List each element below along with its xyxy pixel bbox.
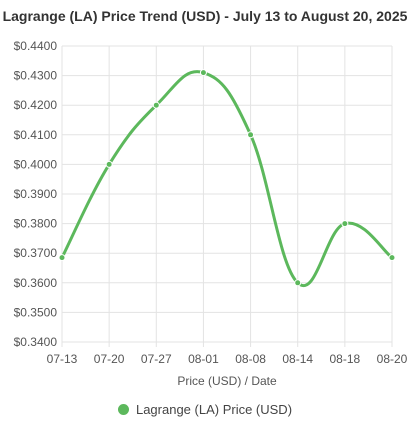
y-tick-label: $0.4200 <box>14 98 58 112</box>
y-tick-label: $0.3900 <box>14 187 58 201</box>
x-axis-label: Price (USD) / Date <box>177 374 277 388</box>
chart-title: Lagrange (LA) Price Trend (USD) - July 1… <box>2 8 408 24</box>
x-tick-label: 08-01 <box>188 352 219 366</box>
y-axis-ticks: $0.3400 $0.3500 $0.3600 $0.3700 $0.3800 $0.39… <box>14 39 58 349</box>
x-tick-label: 07-13 <box>47 352 78 366</box>
x-tick-label: 08-08 <box>235 352 266 366</box>
series-line <box>60 70 393 288</box>
y-tick-label: $0.4300 <box>14 69 58 83</box>
y-tick-label: $0.4000 <box>14 157 58 171</box>
legend[interactable]: Lagrange (LA) Price (USD) <box>0 402 410 417</box>
legend-label: Lagrange (LA) Price (USD) <box>135 402 293 417</box>
data-point[interactable] <box>341 220 349 228</box>
data-point[interactable] <box>105 160 113 168</box>
data-points <box>58 69 396 287</box>
y-tick-label: $0.4100 <box>14 128 58 142</box>
y-tick-label: $0.3600 <box>14 276 58 290</box>
y-tick-label: $0.3400 <box>14 335 58 349</box>
y-tick-label: $0.3700 <box>14 246 58 260</box>
x-tick-label: 08-18 <box>330 352 361 366</box>
x-tick-label: 07-20 <box>94 352 125 366</box>
y-tick-label: $0.3500 <box>14 305 58 319</box>
legend-swatch <box>117 404 129 415</box>
data-point[interactable] <box>199 69 207 77</box>
data-point[interactable] <box>152 101 160 109</box>
y-tick-label: $0.3800 <box>14 217 58 231</box>
x-axis-ticks: 07-13 07-20 07-27 08-01 08-08 08-14 08-18 08-20 <box>47 352 408 366</box>
x-tick-label: 08-14 <box>282 352 313 366</box>
data-point[interactable] <box>388 254 396 262</box>
data-point[interactable] <box>294 279 302 287</box>
data-point[interactable] <box>247 131 255 139</box>
data-point[interactable] <box>58 254 66 262</box>
y-tick-label: $0.4400 <box>14 39 58 53</box>
x-tick-label: 07-27 <box>141 352 172 366</box>
x-tick-label: 08-20 <box>377 352 408 366</box>
grid-lines <box>61 45 393 347</box>
